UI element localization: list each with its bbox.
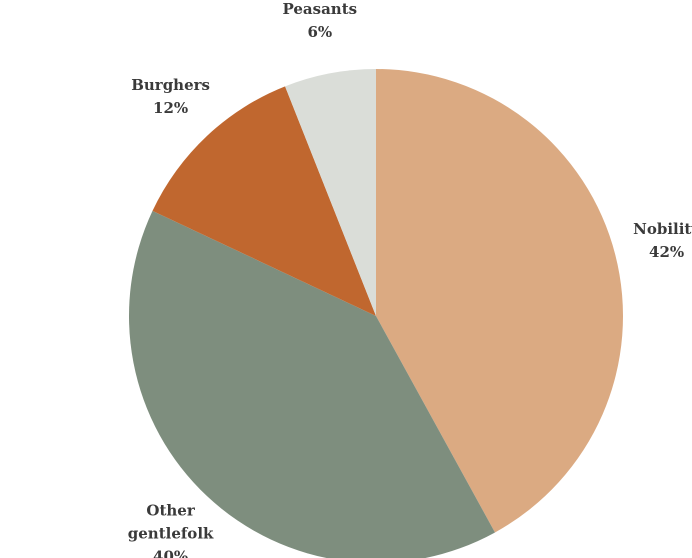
pie-slice-1 xyxy=(129,210,495,558)
pie-label-1: Other gentlefolk 40% xyxy=(128,502,214,558)
pie-label-3: Peasants 6% xyxy=(283,0,358,41)
pie-labels: Nobility 42% Other gentlefolk 40% Burghers 12%… xyxy=(128,0,692,558)
pie-label-percent: 6% xyxy=(307,23,332,41)
pie-label-0: Nobility 42% xyxy=(633,220,692,261)
pie-label-percent: 42% xyxy=(649,243,684,261)
pie-label-name: Nobility xyxy=(633,220,692,238)
pie-label-percent: 12% xyxy=(153,99,188,117)
pie-slice-0 xyxy=(376,69,624,533)
pie-slice-2 xyxy=(152,86,376,316)
pie-label-name: Peasants xyxy=(283,0,358,18)
pie-slice-3 xyxy=(285,69,376,316)
pie-label-name: Other xyxy=(146,502,195,520)
pie-label-name: gentlefolk xyxy=(128,525,214,543)
pie-label-name: Burghers xyxy=(131,76,210,94)
pie-label-2: Burghers 12% xyxy=(131,76,210,117)
pie-label-percent: 40% xyxy=(153,548,188,558)
pie-slices xyxy=(129,69,624,558)
